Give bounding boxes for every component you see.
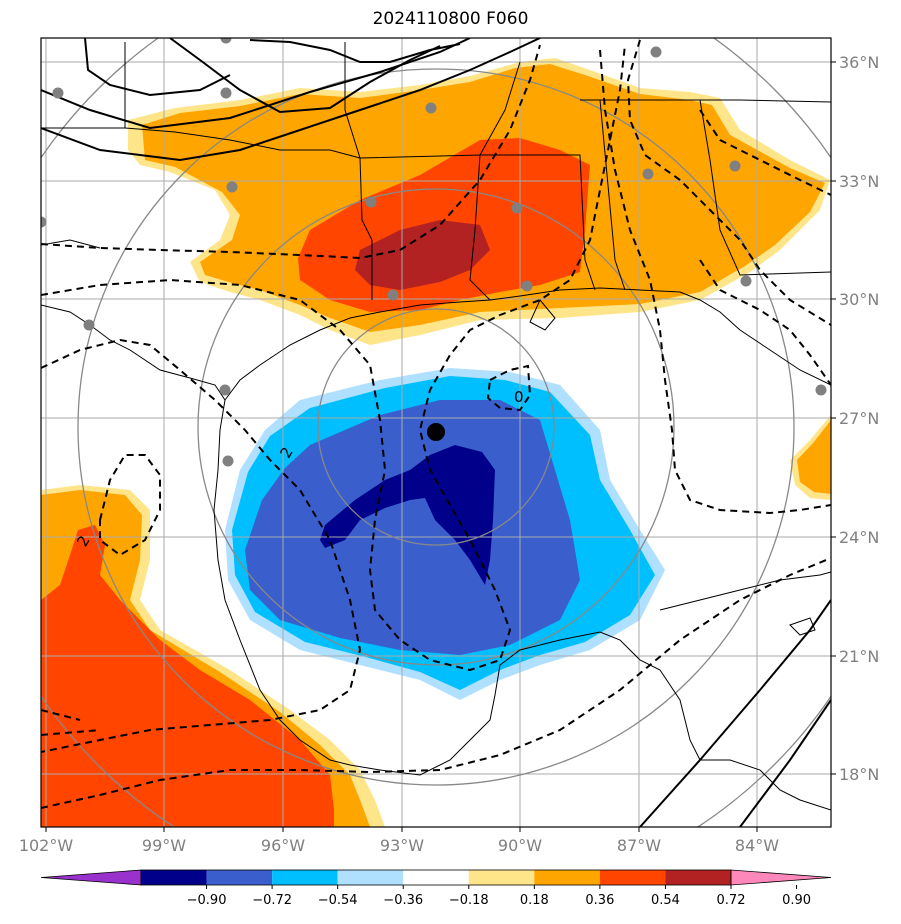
lat-label: 18°N [839,765,879,784]
lon-label: 102°W [19,836,74,855]
lon-label: 90°W [498,836,542,855]
positive-anomaly-southwest [41,485,385,827]
lon-label: 99°W [142,836,186,855]
station-markers [41,38,827,467]
longitude-labels: 102°W 99°W 96°W 93°W 90°W 87°W 84°W [19,836,779,855]
colorbar-tick-label: 0.36 [585,893,614,908]
map-panel: 0 2 2 [41,38,831,827]
lat-label: 24°N [839,528,879,547]
colorbar: −0.90 −0.72 −0.54 −0.36 −0.18 0.18 0.36 0.54 0.7… [40,869,832,908]
colorbar-extend-low [40,869,142,886]
storm-center-marker [427,423,445,441]
colorbar-segment [534,870,600,885]
map-frame [40,37,832,828]
lat-label: 33°N [839,172,879,191]
colorbar-segment [468,870,535,885]
colorbar-segment [206,870,273,885]
colorbar-tick-label: −0.36 [383,893,423,908]
lat-label: 30°N [839,290,879,309]
lon-label: 84°W [735,836,779,855]
lat-label: 27°N [839,409,879,428]
colorbar-outline [140,869,732,886]
positive-anomaly-east [790,415,831,500]
colorbar-segment [337,870,404,885]
range-rings [41,38,831,827]
colorbar-tick-label: −0.90 [187,893,227,908]
colorbar-segment [599,870,666,885]
colorbar-tick-label: 0.72 [717,893,746,908]
colorbar-tick-label: −0.18 [449,893,489,908]
latitude-labels: 36°N 33°N 30°N 27°N 24°N 21°N 18°N [839,53,879,784]
anomaly-contours-dashed [41,39,831,809]
lon-label: 93°W [380,836,424,855]
lon-label: 96°W [261,836,305,855]
lat-label: 36°N [839,53,879,72]
contour-label: 0 [514,388,524,406]
axis-ticks [45,61,836,832]
graticule [41,38,831,827]
lon-label: 87°W [617,836,661,855]
colorbar-tick-label: 0.18 [520,893,549,908]
colorbar-segment [665,870,731,885]
colorbar-tick-label: 0.90 [782,893,811,908]
colorbar-tick-label: 0.54 [651,893,680,908]
colorbar-segment [141,870,207,885]
colorbar-tick-label: −0.54 [318,893,358,908]
colorbar-tick-label: −0.72 [252,893,292,908]
lat-label: 21°N [839,647,879,666]
geopotential-contours [41,38,831,827]
colorbar-segment [272,870,338,885]
colorbar-extend-high [730,869,832,886]
map-title: 2024110800 F060 [372,9,529,29]
colorbar-segment [403,870,469,885]
negative-anomaly-gulf [225,368,665,700]
